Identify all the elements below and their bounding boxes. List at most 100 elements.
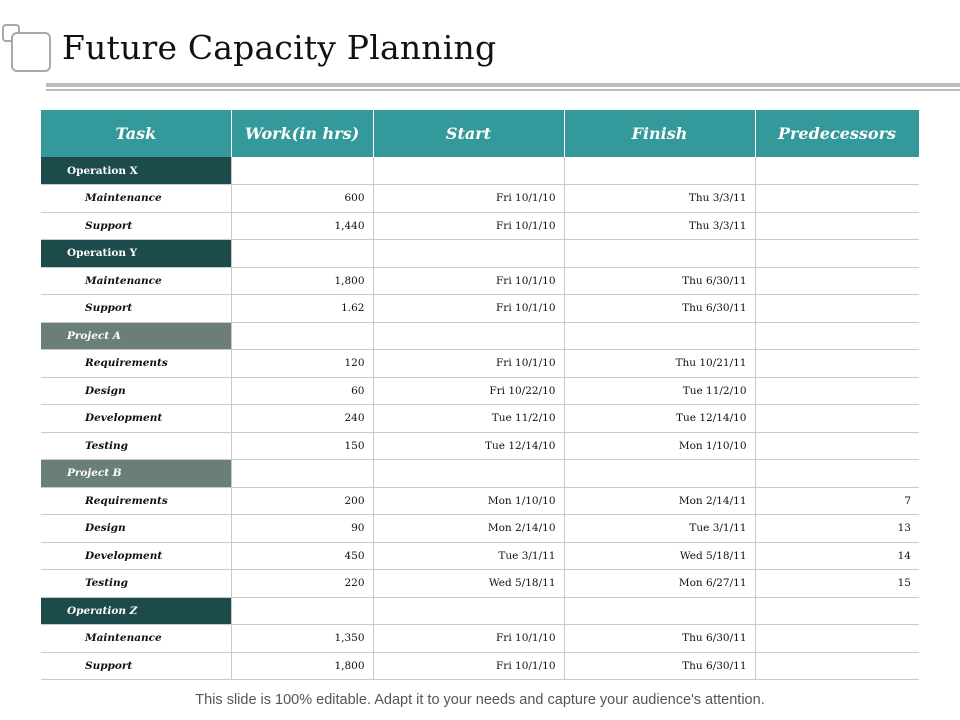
capacity-table-container: Task Work(in hrs) Start Finish Predecess… bbox=[41, 110, 920, 680]
table-row: Testing 150 Tue 12/14/10 Mon 1/10/10 bbox=[41, 432, 919, 460]
finish-date-cell: Mon 2/14/11 bbox=[564, 487, 756, 515]
empty-cell bbox=[564, 597, 756, 625]
finish-date-cell: Tue 12/14/10 bbox=[564, 404, 756, 433]
predecessors-cell: 13 bbox=[755, 514, 919, 543]
start-date-cell: Mon 2/14/10 bbox=[373, 514, 565, 543]
section-label: Operation Y bbox=[41, 239, 232, 268]
start-date-cell: Fri 10/1/10 bbox=[373, 349, 565, 378]
empty-cell bbox=[231, 239, 374, 268]
column-header-predecessors: Predecessors bbox=[754, 110, 920, 157]
table-row: Maintenance 600 Fri 10/1/10 Thu 3/3/11 bbox=[41, 184, 919, 213]
start-date-cell: Fri 10/1/10 bbox=[373, 212, 565, 240]
start-date-cell: Fri 10/1/10 bbox=[373, 652, 565, 680]
table-row: Development 450 Tue 3/1/11 Wed 5/18/11 14 bbox=[41, 542, 919, 570]
task-cell: Maintenance bbox=[41, 624, 232, 653]
start-date-cell: Tue 11/2/10 bbox=[373, 404, 565, 433]
empty-cell bbox=[564, 239, 756, 268]
predecessors-cell bbox=[755, 349, 919, 378]
table-row: Maintenance 1,800 Fri 10/1/10 Thu 6/30/11 bbox=[41, 267, 919, 295]
task-cell: Requirements bbox=[41, 487, 232, 515]
empty-cell bbox=[564, 322, 756, 350]
task-cell: Maintenance bbox=[41, 184, 232, 213]
empty-cell bbox=[231, 322, 374, 350]
table-row: Support 1,800 Fri 10/1/10 Thu 6/30/11 bbox=[41, 652, 919, 680]
empty-cell bbox=[564, 157, 756, 185]
section-row: Operation Y bbox=[41, 239, 919, 268]
empty-cell bbox=[755, 322, 919, 350]
start-date-cell: Mon 1/10/10 bbox=[373, 487, 565, 515]
finish-date-cell: Mon 6/27/11 bbox=[564, 569, 756, 598]
section-row: Project B bbox=[41, 459, 919, 488]
empty-cell bbox=[755, 459, 919, 488]
table-row: Design 60 Fri 10/22/10 Tue 11/2/10 bbox=[41, 377, 919, 405]
empty-cell bbox=[373, 157, 565, 185]
table-row: Maintenance 1,350 Fri 10/1/10 Thu 6/30/11 bbox=[41, 624, 919, 653]
predecessors-cell bbox=[755, 294, 919, 323]
task-cell: Requirements bbox=[41, 349, 232, 378]
work-hours-cell: 90 bbox=[231, 514, 374, 543]
finish-date-cell: Mon 1/10/10 bbox=[564, 432, 756, 460]
work-hours-cell: 220 bbox=[231, 569, 374, 598]
predecessors-cell: 14 bbox=[755, 542, 919, 570]
empty-cell bbox=[373, 459, 565, 488]
table-row: Requirements 120 Fri 10/1/10 Thu 10/21/11 bbox=[41, 349, 919, 378]
predecessors-cell bbox=[755, 404, 919, 433]
finish-date-cell: Thu 3/3/11 bbox=[564, 212, 756, 240]
task-cell: Maintenance bbox=[41, 267, 232, 295]
column-header-start: Start bbox=[372, 110, 565, 157]
title-squares-icon bbox=[2, 24, 52, 72]
start-date-cell: Tue 3/1/11 bbox=[373, 542, 565, 570]
finish-date-cell: Thu 6/30/11 bbox=[564, 652, 756, 680]
start-date-cell: Fri 10/1/10 bbox=[373, 294, 565, 323]
start-date-cell: Fri 10/22/10 bbox=[373, 377, 565, 405]
finish-date-cell: Wed 5/18/11 bbox=[564, 542, 756, 570]
work-hours-cell: 200 bbox=[231, 487, 374, 515]
column-header-work: Work(in hrs) bbox=[230, 110, 374, 157]
large-square-icon bbox=[11, 32, 51, 72]
footer-note: This slide is 100% editable. Adapt it to… bbox=[195, 692, 765, 708]
title-divider-thin bbox=[46, 89, 960, 91]
work-hours-cell: 1,800 bbox=[231, 267, 374, 295]
table-body: Operation X Maintenance 600 Fri 10/1/10 Thu … bbox=[41, 157, 919, 680]
empty-cell bbox=[231, 459, 374, 488]
section-label: Operation Z bbox=[41, 597, 232, 625]
predecessors-cell bbox=[755, 624, 919, 653]
finish-date-cell: Thu 10/21/11 bbox=[564, 349, 756, 378]
finish-date-cell: Thu 6/30/11 bbox=[564, 294, 756, 323]
column-header-task: Task bbox=[41, 110, 232, 157]
predecessors-cell: 7 bbox=[755, 487, 919, 515]
work-hours-cell: 150 bbox=[231, 432, 374, 460]
start-date-cell: Tue 12/14/10 bbox=[373, 432, 565, 460]
title-divider-thick bbox=[46, 83, 960, 87]
section-label: Project A bbox=[41, 322, 232, 350]
task-cell: Testing bbox=[41, 569, 232, 598]
empty-cell bbox=[373, 597, 565, 625]
header-row: Task Work(in hrs) Start Finish Predecess… bbox=[41, 110, 920, 157]
page-title: Future Capacity Planning bbox=[62, 28, 497, 67]
start-date-cell: Fri 10/1/10 bbox=[373, 624, 565, 653]
empty-cell bbox=[373, 322, 565, 350]
predecessors-cell bbox=[755, 652, 919, 680]
task-cell: Testing bbox=[41, 432, 232, 460]
table-row: Development 240 Tue 11/2/10 Tue 12/14/10 bbox=[41, 404, 919, 433]
work-hours-cell: 1,440 bbox=[231, 212, 374, 240]
predecessors-cell bbox=[755, 432, 919, 460]
start-date-cell: Wed 5/18/11 bbox=[373, 569, 565, 598]
task-cell: Support bbox=[41, 294, 232, 323]
task-cell: Design bbox=[41, 514, 232, 543]
empty-cell bbox=[373, 239, 565, 268]
column-header-finish: Finish bbox=[563, 110, 756, 157]
start-date-cell: Fri 10/1/10 bbox=[373, 184, 565, 213]
finish-date-cell: Tue 11/2/10 bbox=[564, 377, 756, 405]
finish-date-cell: Tue 3/1/11 bbox=[564, 514, 756, 543]
task-cell: Development bbox=[41, 542, 232, 570]
empty-cell bbox=[755, 157, 919, 185]
work-hours-cell: 60 bbox=[231, 377, 374, 405]
predecessors-cell: 15 bbox=[755, 569, 919, 598]
section-row: Operation X bbox=[41, 157, 919, 185]
table-row: Requirements 200 Mon 1/10/10 Mon 2/14/11 7 bbox=[41, 487, 919, 515]
empty-cell bbox=[231, 597, 374, 625]
empty-cell bbox=[564, 459, 756, 488]
table-row: Design 90 Mon 2/14/10 Tue 3/1/11 13 bbox=[41, 514, 919, 543]
table-row: Testing 220 Wed 5/18/11 Mon 6/27/11 15 bbox=[41, 569, 919, 598]
